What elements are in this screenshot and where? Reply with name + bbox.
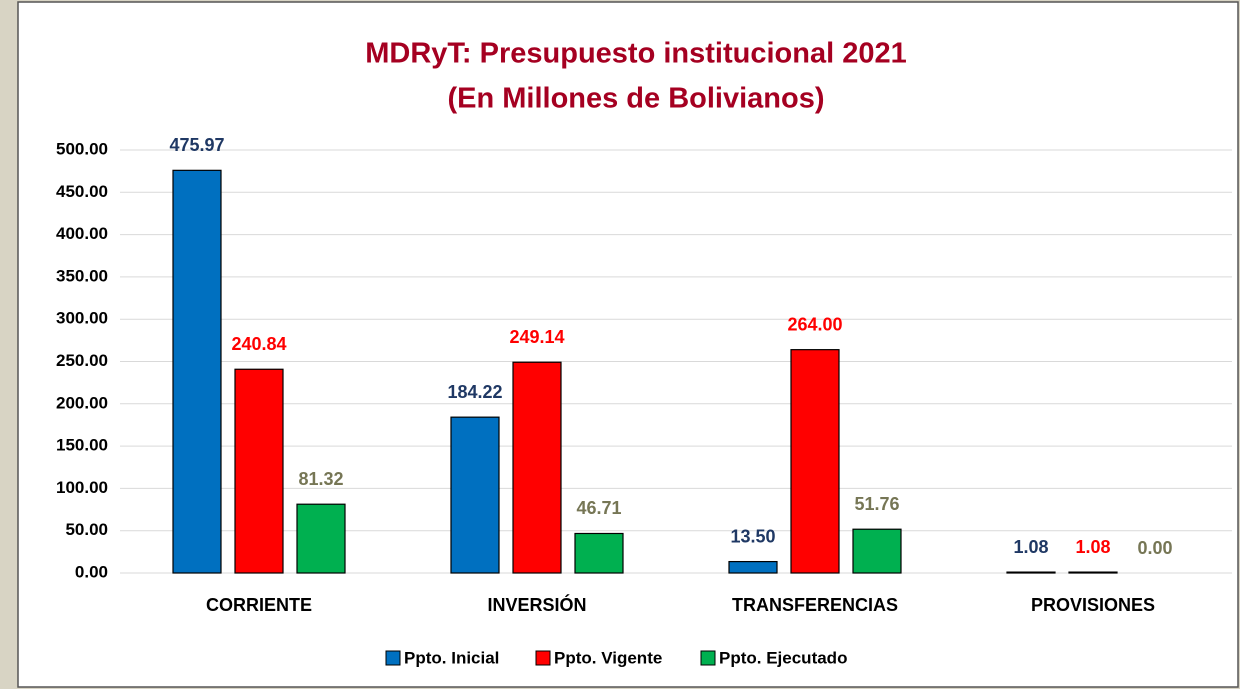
y-tick-label: 200.00 — [56, 393, 108, 412]
data-label: 51.76 — [854, 494, 899, 514]
y-tick-label: 250.00 — [56, 351, 108, 370]
y-tick-label: 400.00 — [56, 224, 108, 243]
y-tick-label: 0.00 — [75, 562, 108, 581]
data-label: 240.84 — [231, 334, 286, 354]
x-tick-label: TRANSFERENCIAS — [732, 595, 898, 615]
chart-subtitle: (En Millones de Bolivianos) — [447, 83, 824, 115]
y-tick-label: 50.00 — [65, 520, 108, 539]
chart-title: MDRyT: Presupuesto institucional 2021 — [365, 38, 906, 70]
y-tick-label: 450.00 — [56, 182, 108, 201]
data-label: 46.71 — [576, 498, 621, 518]
y-tick-label: 500.00 — [56, 139, 108, 158]
legend-label: Ppto. Vigente — [554, 648, 662, 667]
legend-swatch — [700, 650, 716, 666]
legend-label: Ppto. Ejecutado — [719, 648, 847, 667]
bar — [172, 169, 222, 574]
data-label: 249.14 — [509, 327, 564, 347]
y-tick-label: 150.00 — [56, 436, 108, 455]
data-label: 0.00 — [1137, 538, 1172, 558]
y-tick-label: 350.00 — [56, 266, 108, 285]
bar — [1068, 571, 1118, 574]
y-tick-label: 300.00 — [56, 309, 108, 328]
bar — [574, 532, 624, 574]
bar — [512, 361, 562, 574]
data-label: 264.00 — [787, 314, 842, 334]
bar — [450, 416, 500, 574]
bar — [296, 503, 346, 574]
bar — [234, 368, 284, 574]
bar — [728, 560, 778, 574]
x-tick-label: PROVISIONES — [1031, 595, 1155, 615]
bar — [1006, 571, 1056, 574]
data-label: 81.32 — [298, 469, 343, 489]
x-tick-label: INVERSIÓN — [487, 594, 586, 615]
data-label: 475.97 — [169, 135, 224, 155]
legend-swatch — [385, 650, 401, 666]
data-label: 13.50 — [730, 526, 775, 546]
x-tick-label: CORRIENTE — [206, 595, 312, 615]
bar — [790, 349, 840, 574]
data-label: 184.22 — [447, 382, 502, 402]
legend-swatch — [535, 650, 551, 666]
legend-label: Ppto. Inicial — [404, 648, 499, 667]
data-label: 1.08 — [1075, 537, 1110, 557]
y-tick-label: 100.00 — [56, 478, 108, 497]
data-label: 1.08 — [1013, 537, 1048, 557]
bar — [852, 528, 902, 574]
